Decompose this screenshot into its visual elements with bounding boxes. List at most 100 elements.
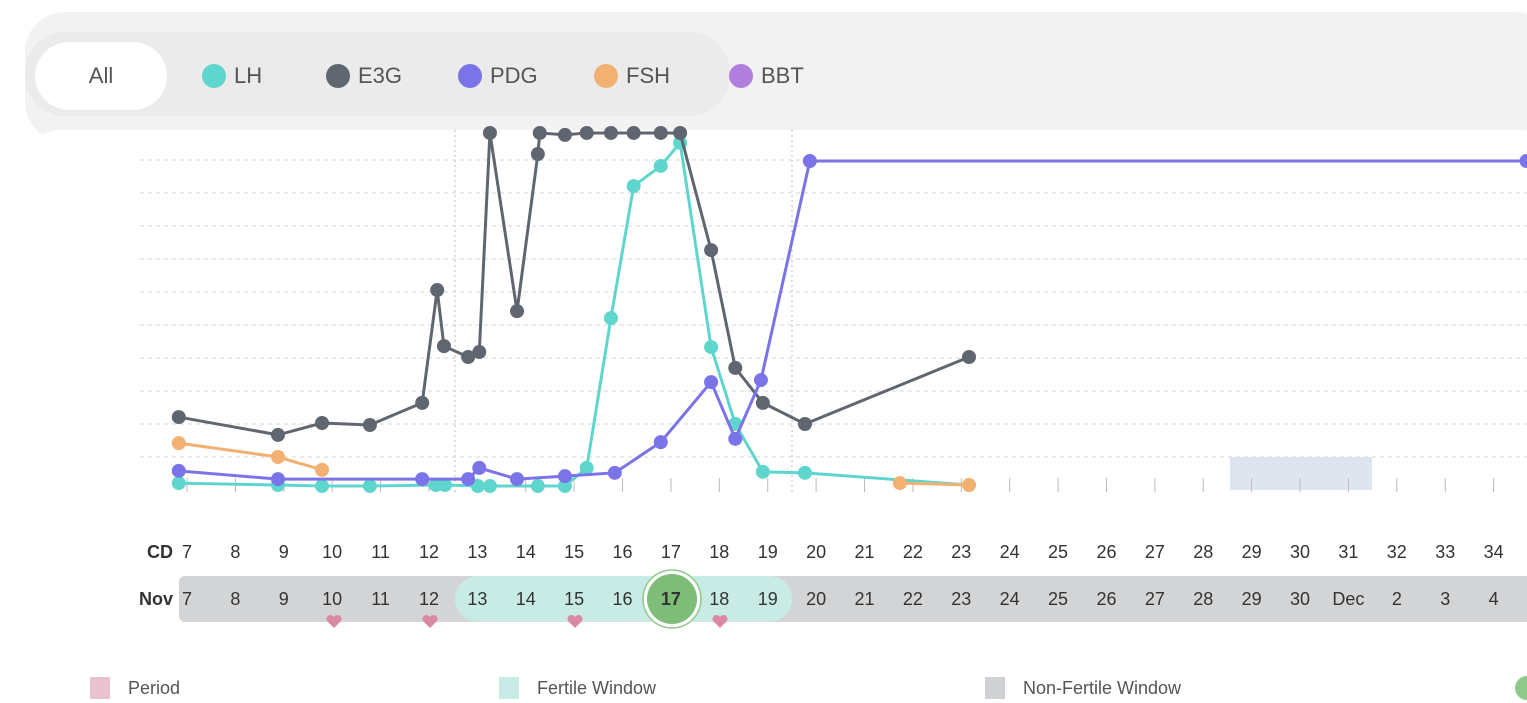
- date-tick-label: 23: [951, 589, 971, 609]
- data-point: [579, 125, 594, 140]
- data-point: [171, 463, 186, 478]
- filter-label[interactable]: BBT: [761, 63, 804, 88]
- data-point: [892, 476, 907, 491]
- data-point: [802, 153, 817, 168]
- filter-label[interactable]: FSH: [626, 63, 670, 88]
- fertile-band: [455, 576, 792, 622]
- data-point: [532, 125, 547, 140]
- date-tick-label: 2: [1392, 589, 1402, 609]
- data-point: [962, 350, 977, 365]
- heart: [422, 614, 438, 628]
- data-point: [530, 147, 545, 162]
- date-tick-label: 21: [854, 589, 874, 609]
- data-point: [510, 304, 525, 319]
- data-point: [270, 427, 285, 442]
- filter-dot: [326, 64, 350, 88]
- data-point: [270, 472, 285, 487]
- cd-tick-label: 33: [1435, 542, 1455, 562]
- data-point: [753, 373, 768, 388]
- cd-tick-label: 13: [467, 542, 487, 562]
- data-point: [704, 375, 719, 390]
- legend-swatch: [499, 677, 519, 699]
- filter-bar: [25, 32, 730, 116]
- date-tick-label: 9: [279, 589, 289, 609]
- data-point: [653, 125, 668, 140]
- date-tick-label: 15: [564, 589, 584, 609]
- filter-label[interactable]: E3G: [358, 63, 402, 88]
- date-tick-label: 22: [903, 589, 923, 609]
- filter-dot: [594, 64, 618, 88]
- data-point: [704, 340, 719, 355]
- data-point: [579, 460, 594, 475]
- cd-tick-label: 21: [854, 542, 874, 562]
- data-point: [315, 416, 330, 431]
- date-tick-label: 20: [806, 589, 826, 609]
- date-tick-label: 26: [1096, 589, 1116, 609]
- filter-dot: [458, 64, 482, 88]
- series-line: [178, 159, 1527, 481]
- data-point: [557, 469, 572, 484]
- cd-tick-label: 27: [1145, 542, 1165, 562]
- data-point: [461, 472, 476, 487]
- legend-label: Period: [128, 678, 180, 698]
- data-point: [171, 436, 186, 451]
- date-tick-label: 7: [182, 589, 192, 609]
- data-point: [557, 479, 572, 494]
- data-point: [315, 479, 330, 494]
- date-tick-label: 24: [1000, 589, 1020, 609]
- filter-all[interactable]: [35, 42, 167, 110]
- date-tick-label: Dec: [1332, 589, 1364, 609]
- date-tick-label: 17: [661, 589, 681, 609]
- cd-tick-label: 15: [564, 542, 584, 562]
- cd-tick-label: 16: [613, 542, 633, 562]
- data-point: [797, 417, 812, 431]
- data-point: [436, 339, 451, 354]
- cd-tick-label: 31: [1338, 542, 1358, 562]
- data-point: [755, 464, 770, 479]
- cd-tick-label: 26: [1096, 542, 1116, 562]
- cd-tick-label: 10: [322, 542, 342, 562]
- heart: [567, 614, 583, 628]
- date-tick-label: 18: [709, 589, 729, 609]
- cd-tick-label: 32: [1387, 542, 1407, 562]
- data-point: [315, 462, 330, 477]
- date-tick-label: 25: [1048, 589, 1068, 609]
- data-point: [626, 179, 641, 194]
- date-tick-label: 10: [322, 589, 342, 609]
- filter-dot: [202, 64, 226, 88]
- date-tick-label: 12: [419, 589, 439, 609]
- date-tick-label: 19: [758, 589, 778, 609]
- data-point: [472, 345, 487, 360]
- data-point: [755, 395, 770, 410]
- date-tick-label: 14: [516, 589, 536, 609]
- cd-tick-label: 9: [279, 542, 289, 562]
- filter-all-label[interactable]: All: [89, 63, 113, 88]
- cd-tick-label: 17: [661, 542, 681, 562]
- date-tick-label: 3: [1440, 589, 1450, 609]
- data-point: [557, 127, 572, 142]
- cd-tick-label: 12: [419, 542, 439, 562]
- data-point: [362, 417, 377, 432]
- data-point: [797, 465, 812, 480]
- filter-label[interactable]: PDG: [490, 63, 538, 88]
- cd-tick-label: 19: [758, 542, 778, 562]
- data-point: [603, 311, 618, 326]
- cd-tick-label: 30: [1290, 542, 1310, 562]
- data-point: [171, 410, 186, 425]
- legend-swatch: [90, 677, 110, 699]
- cd-tick-label: 23: [951, 542, 971, 562]
- filter-label[interactable]: LH: [234, 63, 262, 88]
- date-tick-label: 8: [230, 589, 240, 609]
- cd-tick-label: 7: [182, 542, 192, 562]
- date-tick-label: 11: [371, 589, 390, 609]
- cd-tick-label: 34: [1484, 542, 1504, 562]
- legend-swatch: [985, 677, 1005, 699]
- hearts: [326, 614, 728, 628]
- legend-label: Fertile Window: [537, 678, 657, 698]
- data-point: [603, 125, 618, 140]
- data-point: [362, 479, 377, 494]
- series-line: [178, 139, 970, 488]
- data-point: [728, 360, 743, 375]
- data-point: [530, 479, 545, 494]
